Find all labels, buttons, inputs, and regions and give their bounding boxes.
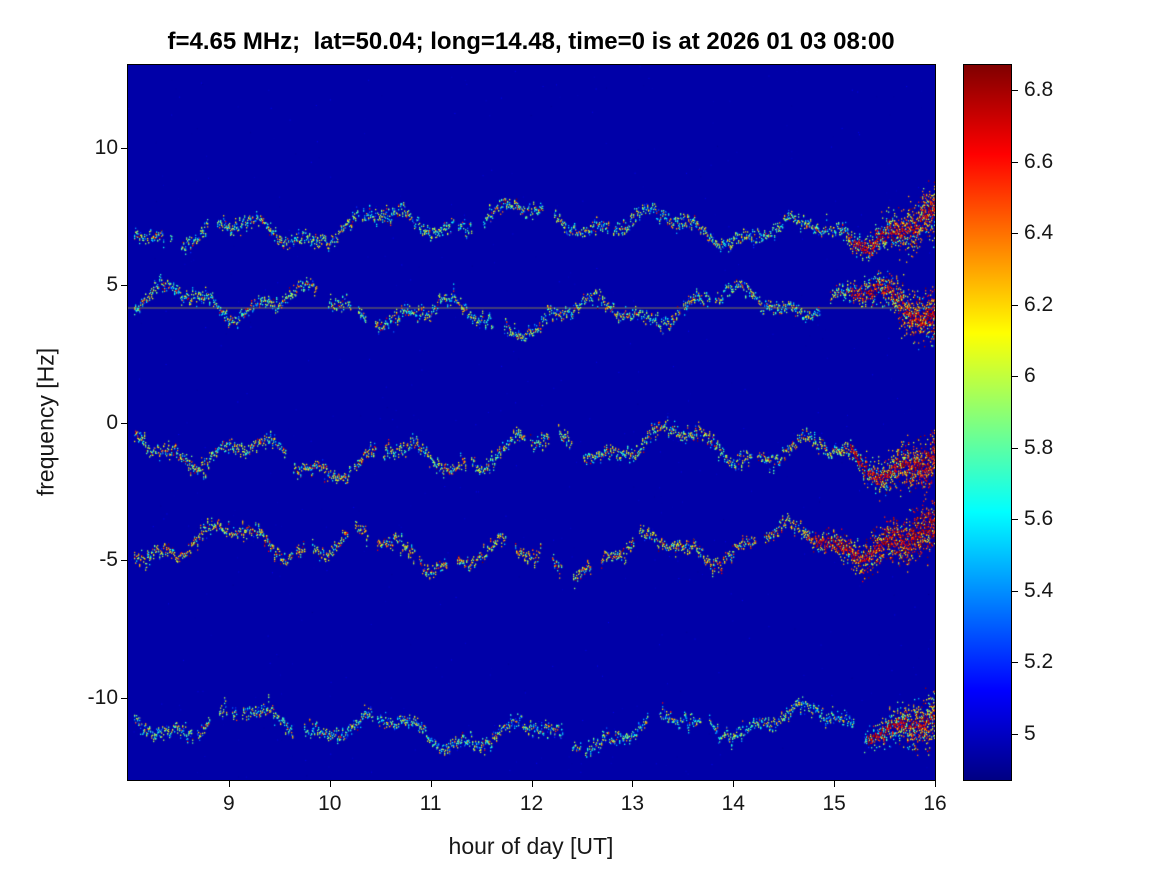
x-tick-mark: [733, 781, 735, 787]
colorbar-tick-mark: [1012, 376, 1018, 378]
x-tick-label: 11: [419, 792, 442, 815]
colorbar-tick-mark: [1012, 161, 1018, 163]
x-tick-mark: [228, 781, 230, 787]
x-tick-mark: [834, 781, 836, 787]
colorbar-tick-mark: [1012, 233, 1018, 235]
x-tick-label: 14: [721, 792, 745, 815]
y-tick-mark: [121, 697, 127, 699]
y-tick-mark: [121, 285, 127, 286]
colorbar-tick-label: 5.2: [1024, 650, 1054, 674]
x-tick-mark: [329, 781, 331, 787]
colorbar-tick-mark: [1012, 447, 1018, 449]
colorbar-tick-label: 5: [1024, 721, 1036, 745]
x-tick-label: 13: [620, 792, 645, 815]
colorbar-tick-label: 6.8: [1024, 78, 1054, 102]
x-tick-label: 15: [822, 792, 846, 815]
x-tick-label: 10: [318, 792, 342, 815]
colorbar-tick-label: 6.2: [1024, 292, 1054, 316]
colorbar-tick-label: 6.6: [1024, 149, 1054, 173]
colorbar-tick-label: 5.8: [1024, 435, 1054, 459]
colorbar-tick-mark: [1012, 90, 1018, 92]
colorbar-tick-label: 5.6: [1024, 507, 1054, 531]
y-axis-label: frequency [Hz]: [32, 347, 59, 497]
y-tick-label: -10: [87, 685, 118, 709]
colorbar-tick-mark: [1012, 304, 1018, 306]
y-tick-label: 10: [94, 135, 118, 159]
x-tick-label: 9: [223, 792, 235, 815]
x-axis-label: hour of day [UT]: [448, 833, 614, 859]
y-tick-label: 0: [106, 410, 118, 434]
colorbar-tick-label: 6.4: [1024, 221, 1054, 245]
colorbar-tick-mark: [1012, 590, 1018, 592]
x-tick-label: 16: [923, 792, 947, 815]
y-tick-mark: [121, 560, 127, 561]
plot-area: [127, 64, 936, 781]
chart-title: f=4.65 MHz; lat=50.04; long=14.48, time=…: [167, 28, 895, 55]
x-tick-mark: [935, 781, 936, 787]
x-tick-mark: [531, 781, 533, 787]
colorbar-tick-label: 5.4: [1024, 578, 1054, 602]
colorbar-tick-mark: [1012, 662, 1018, 664]
colorbar-tick-mark: [1012, 519, 1018, 521]
y-tick-label: 5: [106, 273, 118, 296]
x-tick-label: 12: [519, 792, 544, 815]
colorbar-tick-label: 6: [1024, 364, 1036, 388]
y-tick-mark: [121, 422, 127, 424]
y-tick-label: -5: [99, 548, 118, 571]
x-tick-mark: [632, 781, 634, 787]
colorbar: [963, 64, 1012, 781]
spectrogram-canvas: [128, 65, 935, 780]
y-tick-mark: [121, 147, 127, 149]
x-tick-mark: [430, 781, 432, 787]
colorbar-tick-mark: [1012, 733, 1018, 735]
